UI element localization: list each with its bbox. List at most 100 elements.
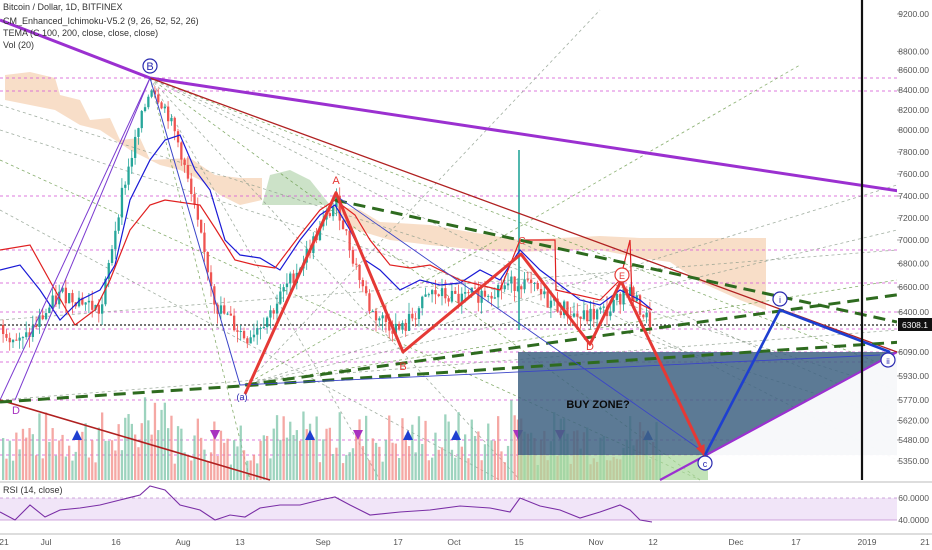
volume-bar [229,464,232,480]
candle-body [351,249,355,264]
candle-body [414,318,417,320]
volume-bar [130,423,133,480]
resistance-line [149,77,898,353]
candle-body [388,321,391,331]
price-tick-label: 8800.00 [898,46,929,56]
wave-b-leg [149,77,241,386]
volume-bar [378,446,381,480]
volume-signal-triangle [451,430,461,440]
volume-bar [371,438,374,480]
candle-body [450,290,454,302]
candle-body [233,315,236,331]
candle-body [520,286,523,290]
candle-body [246,338,249,344]
candle-body [467,292,470,294]
volume-bar [480,460,483,480]
wave-label-D: D [586,341,594,353]
price-tick-label: 8200.00 [898,105,929,115]
volume-bar [252,454,256,480]
date-tick-label: 15 [514,537,524,547]
wave-label-ii: ii [886,357,890,366]
volume-bar [5,458,8,480]
volume-bar [91,440,94,480]
volume-bar [457,412,460,480]
candle-body [622,289,625,305]
support-line-red [0,399,271,481]
volume-bar [437,449,440,480]
wave-label-B_top: B [146,61,153,73]
candle-body [259,328,262,330]
volume-bar [18,449,21,480]
candle-body [549,300,553,308]
date-axis: 21 Jul 16 Aug 13 Sep 17 Oct 15 Nov 12 Dec 17 2019 21 [0,533,932,547]
volume-bar [421,443,424,480]
candle-body [124,184,127,188]
volume-bar [427,460,430,480]
wave-label-D_left: D [12,405,20,417]
fan-line [0,209,501,481]
candle-body [292,273,295,284]
volume-bar [150,434,153,480]
volume-bar [391,442,394,480]
candle-body [526,279,529,281]
volume-bar [289,421,292,480]
candle-body [101,304,104,314]
volume-bar [516,419,520,480]
candle-body [61,287,64,292]
volume-bar [365,415,368,480]
candle-body [163,106,166,109]
date-tick-label: 12 [648,537,658,547]
volume-bar [54,455,58,480]
candle-body [361,280,364,287]
fan-line [149,77,898,461]
candle-body [5,334,8,338]
volume-bar [305,429,308,480]
volume-bar [157,430,160,480]
date-tick-label: 21 [920,537,930,547]
volume-bar [101,412,104,480]
volume-bar [35,455,38,480]
candle-body [157,94,160,103]
candle-body [391,330,394,334]
candle-body [440,288,444,297]
volume-bar [190,460,193,480]
volume-bar [140,423,143,480]
wave-label-A: A [332,175,340,187]
cloud-left [5,72,262,205]
volume-bar [213,421,216,480]
volume-bar [467,458,470,480]
volume-bar [173,463,176,480]
candle-body [358,264,361,281]
volume-signal-triangle [72,430,82,440]
fan-line [0,104,898,391]
candle-body [266,317,269,328]
candle-body [15,339,18,341]
candle-body [404,322,407,331]
candle-body [427,294,430,296]
price-tick-label: 6600.00 [898,282,929,292]
candle-body [368,293,371,312]
price-tick-label: 7600.00 [898,169,929,179]
candle-body [457,293,460,304]
volume-bar [308,423,312,480]
date-tick-label: Sep [315,537,330,547]
candle-body [196,204,199,220]
candle-body [371,310,374,312]
candle-body [272,310,275,314]
candle-body [378,318,381,321]
volume-bar [285,437,289,480]
volume-bar [104,440,107,480]
candle-body [94,304,97,310]
rsi-pane: 60.0000 40.0000 [0,481,932,534]
volume-bar [266,435,269,480]
candle-body [490,295,493,299]
candle-body [506,283,510,286]
candle-body [648,312,652,328]
candle-body [539,288,543,295]
volume-bar [160,409,163,480]
candle-body [140,111,143,129]
candle-body [454,290,457,294]
fan-line [244,64,801,386]
volume-bar [28,428,31,480]
